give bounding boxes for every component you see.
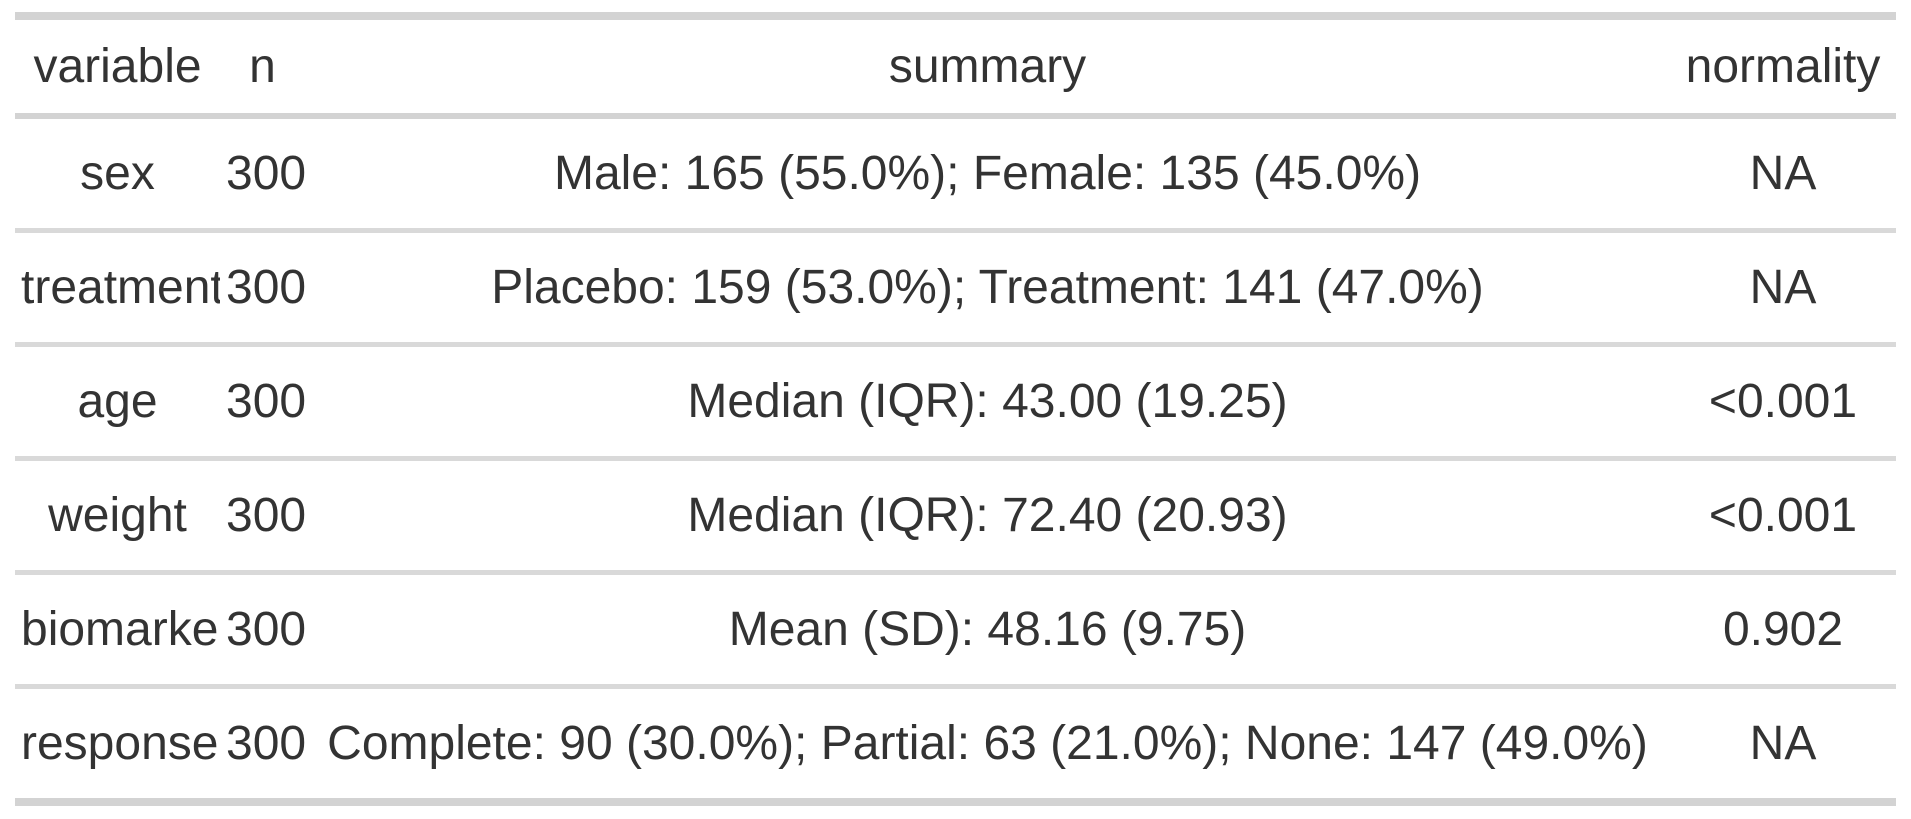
cell-normality: NA bbox=[1670, 689, 1896, 806]
cell-normality: NA bbox=[1670, 233, 1896, 347]
column-header-n: n bbox=[220, 12, 305, 119]
cell-summary: Mean (SD): 48.16 (9.75) bbox=[305, 575, 1670, 689]
header-row: variable n summary normality bbox=[15, 12, 1896, 119]
cell-normality: <0.001 bbox=[1670, 347, 1896, 461]
table-header: variable n summary normality bbox=[15, 12, 1896, 119]
cell-n: 300 bbox=[220, 233, 305, 347]
cell-summary: Median (IQR): 72.40 (20.93) bbox=[305, 461, 1670, 575]
summary-table-container: variable n summary normality sex 300 Mal… bbox=[15, 12, 1896, 806]
cell-n: 300 bbox=[220, 461, 305, 575]
table-row: treatment 300 Placebo: 159 (53.0%); Trea… bbox=[15, 233, 1896, 347]
cell-variable: age bbox=[15, 347, 220, 461]
cell-summary: Median (IQR): 43.00 (19.25) bbox=[305, 347, 1670, 461]
table-row: sex 300 Male: 165 (55.0%); Female: 135 (… bbox=[15, 119, 1896, 233]
column-header-variable: variable bbox=[15, 12, 220, 119]
cell-n: 300 bbox=[220, 575, 305, 689]
cell-variable: response bbox=[15, 689, 220, 806]
cell-normality: NA bbox=[1670, 119, 1896, 233]
cell-summary: Male: 165 (55.0%); Female: 135 (45.0%) bbox=[305, 119, 1670, 233]
cell-normality: 0.902 bbox=[1670, 575, 1896, 689]
cell-summary: Complete: 90 (30.0%); Partial: 63 (21.0%… bbox=[305, 689, 1670, 806]
cell-n: 300 bbox=[220, 347, 305, 461]
table-row: response 300 Complete: 90 (30.0%); Parti… bbox=[15, 689, 1896, 806]
column-header-normality: normality bbox=[1670, 12, 1896, 119]
cell-summary: Placebo: 159 (53.0%); Treatment: 141 (47… bbox=[305, 233, 1670, 347]
summary-statistics-table: variable n summary normality sex 300 Mal… bbox=[15, 12, 1896, 806]
table-row: biomarker 300 Mean (SD): 48.16 (9.75) 0.… bbox=[15, 575, 1896, 689]
cell-variable: treatment bbox=[15, 233, 220, 347]
cell-variable: sex bbox=[15, 119, 220, 233]
table-body: sex 300 Male: 165 (55.0%); Female: 135 (… bbox=[15, 119, 1896, 806]
cell-normality: <0.001 bbox=[1670, 461, 1896, 575]
cell-n: 300 bbox=[220, 119, 305, 233]
table-row: weight 300 Median (IQR): 72.40 (20.93) <… bbox=[15, 461, 1896, 575]
table-row: age 300 Median (IQR): 43.00 (19.25) <0.0… bbox=[15, 347, 1896, 461]
cell-variable: weight bbox=[15, 461, 220, 575]
cell-variable: biomarker bbox=[15, 575, 220, 689]
column-header-summary: summary bbox=[305, 12, 1670, 119]
cell-n: 300 bbox=[220, 689, 305, 806]
